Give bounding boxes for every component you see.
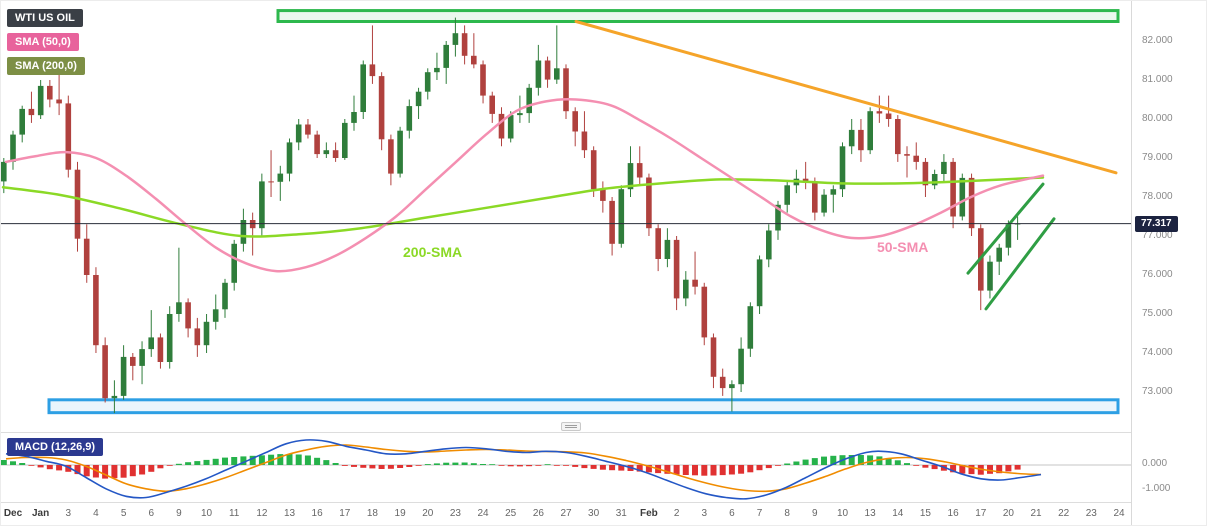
macd-main-line[interactable] [5,439,1042,500]
price-axis-label: 80.000 [1142,113,1173,124]
x-axis-label: 19 [394,508,406,519]
x-axis-label: Dec [3,508,23,519]
x-axis-label: Jan [31,508,50,519]
x-axis-label: 11 [228,508,240,519]
x-axis-label: 25 [505,508,517,519]
x-axis-label: 20 [1002,508,1014,519]
sma-200-line[interactable] [1,176,1045,238]
x-axis-label: 13 [283,508,296,519]
x-axis-label: 30 [588,508,600,519]
price-axis-label: 81.000 [1142,74,1173,85]
symbol-badge[interactable]: WTI US OIL [7,9,83,27]
x-axis-label: 13 [864,508,876,519]
x-axis-label: 12 [256,508,268,519]
x-axis-label: 21 [1030,508,1042,519]
x-axis-label: 26 [532,508,544,519]
resistance-zone-box[interactable] [276,9,1120,23]
panel-resize-handle[interactable] [561,422,581,431]
price-axis-label: 76.000 [1142,269,1173,280]
price-axis-label: 79.000 [1142,152,1173,163]
x-axis-label: 6 [729,508,735,519]
x-axis-label: 3 [701,508,708,519]
sma50-badge[interactable]: SMA (50,0) [7,33,79,51]
candlesticks [1,17,1021,414]
price-axis-label: 78.000 [1142,191,1173,202]
price-axis-label: 73.000 [1142,386,1173,397]
price-axis-label: 77.000 [1142,230,1173,241]
price-chart-canvas[interactable] [1,1,1131,431]
channel-upper-line[interactable] [966,182,1045,275]
macd-axis-label: -1.000 [1142,483,1171,494]
x-axis-label: 17 [975,508,987,519]
chart-legend: WTI US OIL SMA (50,0) SMA (200,0) [7,9,85,81]
x-axis-label: 22 [1058,508,1070,519]
sma200-annotation: 200-SMA [403,244,463,260]
macd-canvas[interactable] [1,433,1131,503]
price-axis-label: 82.000 [1142,35,1173,46]
channel-lower-line[interactable] [984,217,1056,311]
x-axis-label: Feb [640,508,658,519]
x-axis-label: 4 [93,508,99,519]
x-axis-label: 10 [836,508,849,519]
descending-trendline[interactable] [574,20,1118,175]
macd-badge[interactable]: MACD (12,26,9) [7,438,104,456]
macd-signal-line[interactable] [5,444,1042,493]
x-axis-label: 3 [65,508,72,519]
sma-50-line[interactable] [4,97,1045,273]
x-axis-label: 10 [200,508,213,519]
x-axis-label: 15 [919,508,931,519]
x-axis-label: 17 [339,508,351,519]
x-axis-label: 14 [892,508,904,519]
sma50-annotation: 50-SMA [877,239,929,255]
current-price-badge: 77.317 [1135,215,1178,232]
support-zone-box[interactable] [47,398,1120,415]
x-axis-label: 18 [366,508,378,519]
x-axis-label: 24 [1113,508,1125,519]
x-axis-label: 23 [1085,508,1097,519]
x-axis-label: 9 [812,508,818,519]
macd-histogram [1,454,1021,479]
x-axis-label: 24 [477,508,489,519]
x-axis-label: 8 [784,508,790,519]
x-axis-label: 16 [311,508,323,519]
x-axis-label: 23 [449,508,461,519]
x-axis-label: 7 [756,508,763,519]
sma200-badge[interactable]: SMA (200,0) [7,57,85,75]
x-axis-label: 27 [560,508,572,519]
x-axis[interactable]: Dec Jan 3 4 5 6 9 10 11 12 13 16 17 18 19 20 23 24 25 26 27 3… [1,502,1131,525]
x-axis-label: 9 [176,508,182,519]
price-axis-label: 74.000 [1142,347,1173,358]
price-chart-panel[interactable]: WTI US OIL SMA (50,0) SMA (200,0) 200-SM… [1,1,1131,431]
x-axis-label: 5 [120,508,127,519]
x-axis-label: 31 [615,508,627,519]
macd-panel[interactable]: MACD (12,26,9) [1,432,1131,503]
price-axis-label: 75.000 [1142,308,1173,319]
y-axis[interactable]: 77.317 82.000 81.000 80.000 79.000 78.000 77.… [1131,1,1206,525]
x-axis-label: 2 [673,508,680,519]
x-axis-label: 20 [422,508,434,519]
x-axis-label: 6 [148,508,155,519]
macd-axis-label: 0.000 [1142,458,1168,469]
x-axis-label: 16 [947,508,959,519]
